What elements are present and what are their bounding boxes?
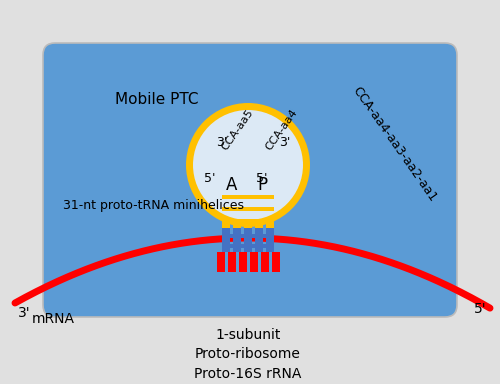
Bar bbox=[233, 190, 241, 228]
Bar bbox=[255, 190, 263, 228]
Text: 5': 5' bbox=[474, 302, 486, 316]
Bar bbox=[250, 252, 258, 272]
Text: CCA-aa4: CCA-aa4 bbox=[264, 107, 300, 152]
Bar bbox=[222, 195, 274, 199]
Text: CCA-aa4-aa3-aa2-aa1: CCA-aa4-aa3-aa2-aa1 bbox=[350, 84, 439, 204]
Text: CCA-aa5: CCA-aa5 bbox=[220, 107, 256, 152]
Text: 3': 3' bbox=[18, 306, 30, 320]
FancyBboxPatch shape bbox=[43, 43, 457, 317]
Text: Mobile PTC: Mobile PTC bbox=[115, 93, 198, 108]
Text: 3': 3' bbox=[280, 136, 290, 149]
Bar bbox=[222, 228, 230, 252]
Bar bbox=[244, 228, 252, 252]
Bar bbox=[222, 190, 230, 228]
Bar bbox=[228, 252, 235, 272]
Bar bbox=[222, 219, 274, 223]
Bar bbox=[260, 252, 268, 272]
Circle shape bbox=[193, 110, 303, 220]
Text: A: A bbox=[226, 176, 237, 194]
Text: P: P bbox=[257, 176, 267, 194]
Text: mRNA: mRNA bbox=[32, 312, 75, 326]
Bar bbox=[255, 228, 263, 252]
Text: 31-nt proto-tRNA minihelices: 31-nt proto-tRNA minihelices bbox=[63, 199, 244, 212]
Text: 5': 5' bbox=[204, 172, 216, 184]
Bar bbox=[233, 228, 241, 252]
Bar bbox=[266, 190, 274, 228]
Bar bbox=[244, 190, 252, 228]
Bar bbox=[222, 244, 274, 248]
Bar bbox=[238, 252, 246, 272]
Text: 3': 3' bbox=[216, 136, 228, 149]
Bar bbox=[222, 234, 274, 238]
Bar bbox=[222, 207, 274, 211]
Circle shape bbox=[186, 103, 310, 227]
Bar bbox=[272, 252, 280, 272]
Bar bbox=[266, 228, 274, 252]
Bar bbox=[216, 252, 224, 272]
Text: 5': 5' bbox=[256, 172, 268, 184]
Text: 1-subunit
Proto-ribosome
Proto-16S rRNA: 1-subunit Proto-ribosome Proto-16S rRNA bbox=[194, 328, 302, 381]
